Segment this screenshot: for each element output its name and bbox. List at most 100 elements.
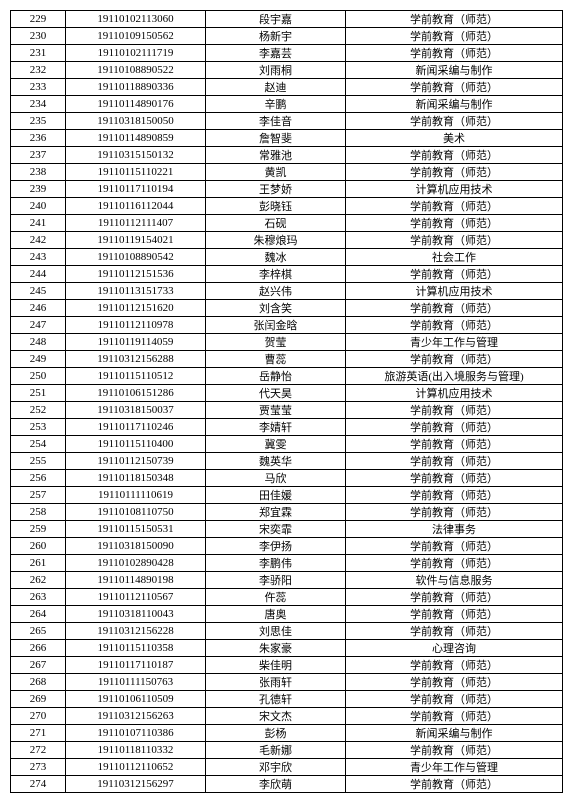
cell-name: 李鹏伟: [206, 555, 346, 572]
cell-seq: 246: [11, 300, 66, 317]
table-row: 24319110108890542魏冰社会工作: [11, 249, 563, 266]
table-row: 25519110112150739魏英华学前教育（师范）: [11, 453, 563, 470]
table-row: 23819110115110221黄凯学前教育（师范）: [11, 164, 563, 181]
cell-seq: 238: [11, 164, 66, 181]
cell-id: 19110116112044: [66, 198, 206, 215]
cell-seq: 260: [11, 538, 66, 555]
cell-seq: 234: [11, 96, 66, 113]
cell-major: 计算机应用技术: [346, 283, 563, 300]
cell-id: 19110102113060: [66, 11, 206, 28]
cell-seq: 256: [11, 470, 66, 487]
table-row: 23419110114890176辛鹏新闻采编与制作: [11, 96, 563, 113]
table-row: 23919110117110194王梦娇计算机应用技术: [11, 181, 563, 198]
cell-name: 黄凯: [206, 164, 346, 181]
cell-name: 彭杨: [206, 725, 346, 742]
table-row: 23019110109150562杨新宇学前教育（师范）: [11, 28, 563, 45]
cell-major: 法律事务: [346, 521, 563, 538]
table-row: 24619110112151620刘含笑学前教育（师范）: [11, 300, 563, 317]
cell-name: 李婧轩: [206, 419, 346, 436]
cell-seq: 242: [11, 232, 66, 249]
table-row: 25919110115150531宋奕霏法律事务: [11, 521, 563, 538]
cell-id: 19110109150562: [66, 28, 206, 45]
cell-id: 19110115110400: [66, 436, 206, 453]
table-row: 26519110312156228刘思佳学前教育（师范）: [11, 623, 563, 640]
cell-name: 孔德轩: [206, 691, 346, 708]
cell-id: 19110312156297: [66, 776, 206, 793]
table-row: 24019110116112044彭晓钰学前教育（师范）: [11, 198, 563, 215]
cell-id: 19110115110221: [66, 164, 206, 181]
table-row: 24419110112151536李梓棋学前教育（师范）: [11, 266, 563, 283]
cell-seq: 239: [11, 181, 66, 198]
cell-major: 学前教育（师范）: [346, 589, 563, 606]
cell-seq: 244: [11, 266, 66, 283]
cell-name: 彭晓钰: [206, 198, 346, 215]
cell-name: 冀雯: [206, 436, 346, 453]
table-row: 24119110112111407石砚学前教育（师范）: [11, 215, 563, 232]
cell-seq: 237: [11, 147, 66, 164]
table-row: 27119110107110386彭杨新闻采编与制作: [11, 725, 563, 742]
cell-seq: 254: [11, 436, 66, 453]
table-row: 25719110111110619田佳媛学前教育（师范）: [11, 487, 563, 504]
cell-id: 19110315150132: [66, 147, 206, 164]
cell-id: 19110112151536: [66, 266, 206, 283]
cell-seq: 250: [11, 368, 66, 385]
cell-seq: 240: [11, 198, 66, 215]
cell-major: 新闻采编与制作: [346, 725, 563, 742]
cell-major: 学前教育（师范）: [346, 11, 563, 28]
cell-name: 段宇嘉: [206, 11, 346, 28]
cell-major: 学前教育（师范）: [346, 606, 563, 623]
cell-seq: 251: [11, 385, 66, 402]
cell-major: 学前教育（师范）: [346, 742, 563, 759]
table-row: 23719110315150132常雅池学前教育（师范）: [11, 147, 563, 164]
table-row: 27219110118110332毛新娜学前教育（师范）: [11, 742, 563, 759]
cell-seq: 262: [11, 572, 66, 589]
cell-id: 19110115110358: [66, 640, 206, 657]
cell-major: 学前教育（师范）: [346, 708, 563, 725]
cell-name: 唐奥: [206, 606, 346, 623]
cell-name: 郑宜霖: [206, 504, 346, 521]
cell-major: 青少年工作与管理: [346, 334, 563, 351]
cell-major: 学前教育（师范）: [346, 504, 563, 521]
table-row: 24919110312156288曹蕊学前教育（师范）: [11, 351, 563, 368]
table-row: 27019110312156263宋文杰学前教育（师范）: [11, 708, 563, 725]
cell-name: 柴佳明: [206, 657, 346, 674]
table-row: 25019110115110512岳静怡旅游英语(出入境服务与管理): [11, 368, 563, 385]
cell-major: 社会工作: [346, 249, 563, 266]
cell-name: 宋文杰: [206, 708, 346, 725]
cell-major: 旅游英语(出入境服务与管理): [346, 368, 563, 385]
cell-seq: 270: [11, 708, 66, 725]
table-row: 23319110118890336赵迪学前教育（师范）: [11, 79, 563, 96]
cell-seq: 263: [11, 589, 66, 606]
table-row: 25119110106151286代天昊计算机应用技术: [11, 385, 563, 402]
cell-major: 学前教育（师范）: [346, 147, 563, 164]
table-row: 26019110318150090李伊扬学前教育（师范）: [11, 538, 563, 555]
cell-id: 19110318150050: [66, 113, 206, 130]
cell-major: 学前教育（师范）: [346, 300, 563, 317]
cell-seq: 247: [11, 317, 66, 334]
table-row: 26819110111150763张雨轩学前教育（师范）: [11, 674, 563, 691]
cell-seq: 245: [11, 283, 66, 300]
cell-major: 学前教育（师范）: [346, 487, 563, 504]
cell-seq: 230: [11, 28, 66, 45]
cell-name: 刘雨桐: [206, 62, 346, 79]
cell-seq: 243: [11, 249, 66, 266]
cell-name: 贾莹莹: [206, 402, 346, 419]
cell-major: 美术: [346, 130, 563, 147]
cell-seq: 248: [11, 334, 66, 351]
cell-id: 19110118890336: [66, 79, 206, 96]
cell-seq: 266: [11, 640, 66, 657]
table-row: 26719110117110187柴佳明学前教育（师范）: [11, 657, 563, 674]
cell-id: 19110112110978: [66, 317, 206, 334]
table-row: 23619110114890859詹智斐美术: [11, 130, 563, 147]
cell-name: 杨新宇: [206, 28, 346, 45]
cell-id: 19110114890859: [66, 130, 206, 147]
cell-name: 邓宇欣: [206, 759, 346, 776]
cell-name: 仵蕊: [206, 589, 346, 606]
cell-name: 詹智斐: [206, 130, 346, 147]
cell-id: 19110114890176: [66, 96, 206, 113]
table-row: 23219110108890522刘雨桐新闻采编与制作: [11, 62, 563, 79]
table-row: 27319110112110652邓宇欣青少年工作与管理: [11, 759, 563, 776]
cell-name: 贺莹: [206, 334, 346, 351]
cell-name: 石砚: [206, 215, 346, 232]
cell-major: 新闻采编与制作: [346, 96, 563, 113]
